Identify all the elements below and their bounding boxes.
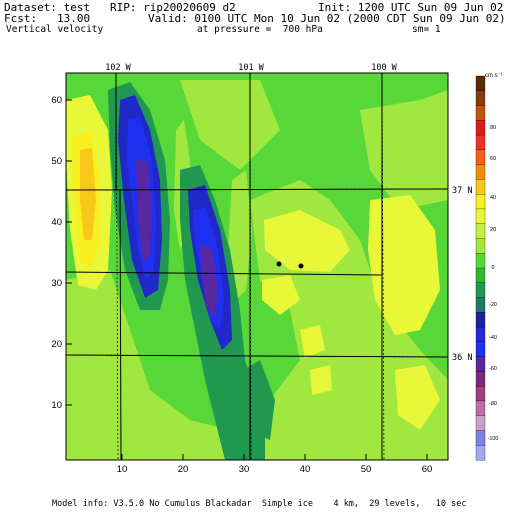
colorbar-swatch: [475, 430, 486, 446]
colorbar-swatch: [475, 312, 486, 328]
y-tick-label: 60: [51, 95, 62, 106]
colorbar-swatch: [475, 223, 486, 239]
colorbar-swatch: [475, 208, 486, 225]
latitude-label: 37 N: [452, 186, 472, 196]
x-tick-label: 60: [422, 464, 433, 475]
y-tick-label: 30: [51, 278, 62, 289]
x-tick-label: 50: [361, 464, 372, 475]
colorbar-tick-label: 60: [490, 156, 496, 162]
velocity-field: [66, 73, 448, 460]
colorbar-unit: cm s⁻¹: [485, 73, 503, 79]
x-tick-label: 10: [117, 464, 128, 475]
colorbar-swatch: [475, 75, 486, 92]
longitude-label: 101 W: [238, 63, 264, 73]
colorbar-swatch: [475, 326, 486, 343]
y-tick-label: 50: [51, 156, 62, 167]
colorbar-swatch: [475, 149, 486, 166]
tick-marks: [66, 99, 428, 460]
colorbar-tick-label: 20: [490, 227, 496, 233]
colorbar-swatch: [475, 445, 486, 461]
colorbar-swatch: [475, 356, 486, 372]
plot-frame: [65, 72, 449, 461]
colorbar-swatch: [475, 134, 486, 151]
y-tick-label: 40: [51, 217, 62, 228]
colorbar-tick-label: 80: [490, 125, 496, 131]
colorbar-tick-label: 40: [490, 195, 496, 201]
smoothing-label: sm= 1: [412, 24, 441, 35]
colorbar-swatch: [475, 267, 486, 284]
station-marker: [298, 263, 304, 269]
colorbar-swatch: [475, 415, 486, 431]
colorbar-swatch: [475, 341, 486, 358]
forecast-label: Fcst: 13.00: [4, 12, 91, 25]
model-info: Model info: V3.5.0 No Cumulus Blackadar …: [52, 499, 467, 509]
colorbar-tick-label: -60: [489, 366, 497, 372]
colorbar: cm s⁻¹ 80 60 40 20 0 -20 -40 -60 -80 -100: [475, 73, 503, 461]
colorbar-swatch: [475, 238, 486, 254]
colorbar-swatch: [475, 90, 486, 106]
valid-label: Valid: 0100 UTC Mon 10 Jun 02 (2000 CDT …: [148, 12, 506, 25]
colorbar-tick-label: 0: [491, 265, 494, 271]
colorbar-swatch: [475, 400, 486, 417]
x-tick-label: 40: [300, 464, 311, 475]
x-tick-label: 30: [239, 464, 250, 475]
y-tick-label: 20: [51, 339, 62, 350]
graticule-lines: [66, 73, 448, 460]
colorbar-tick-label: -20: [489, 302, 497, 308]
pressure-level: at pressure = 700 hPa: [197, 24, 323, 35]
init-label: Init: 1200 UTC Sun 09 Jun 02: [318, 1, 504, 14]
x-tick-label: 20: [178, 464, 189, 475]
colorbar-swatch: [475, 194, 486, 210]
colorbar-swatch: [475, 371, 486, 387]
colorbar-swatch: [475, 105, 486, 121]
field-name: Vertical velocity: [6, 24, 104, 35]
colorbar-tick-label: -80: [489, 401, 497, 407]
colorbar-swatch: [475, 386, 486, 402]
colorbar-swatch: [475, 282, 486, 298]
latitude-label: 36 N: [452, 353, 472, 363]
longitude-label: 100 W: [371, 63, 397, 73]
colorbar-swatch: [475, 120, 486, 136]
colorbar-swatch: [475, 164, 486, 180]
colorbar-tick-label: -40: [489, 335, 497, 341]
colorbar-swatch: [475, 179, 486, 195]
colorbar-tick-label: -100: [487, 436, 498, 442]
y-tick-label: 10: [51, 400, 62, 411]
station-marker: [276, 261, 282, 267]
dataset-label: Dataset: test RIP: rip20020609 d2: [4, 1, 236, 14]
colorbar-swatch: [475, 297, 486, 313]
longitude-label: 102 W: [105, 63, 131, 73]
colorbar-swatch: [475, 253, 486, 269]
